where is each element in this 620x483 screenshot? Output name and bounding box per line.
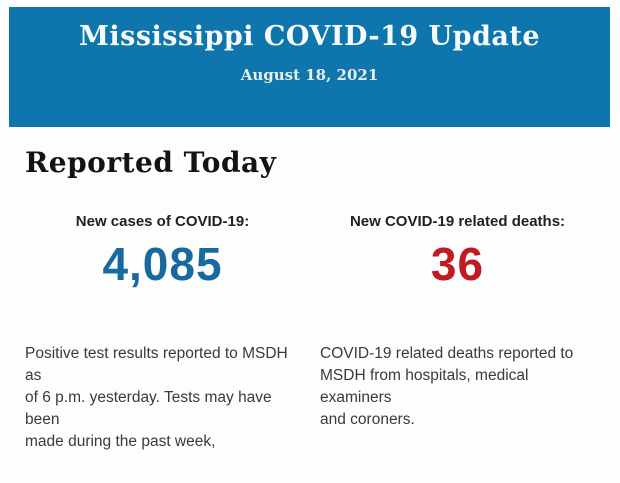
deaths-description: COVID-19 related deaths reported to MSDH… — [320, 345, 574, 428]
cases-count: 4,085 — [102, 238, 223, 290]
deaths-count: 36 — [430, 238, 485, 290]
banner-title: Mississippi COVID-19 Update — [78, 21, 541, 52]
stats-row: New cases of COVID-19: 4,085 Positive te… — [25, 213, 595, 453]
section-title: Reported Today — [25, 146, 277, 179]
deaths-column: New COVID-19 related deaths: 36 COVID-19… — [320, 213, 595, 453]
header-banner: Mississippi COVID-19 Update August 18, 2… — [9, 7, 610, 127]
cases-column: New cases of COVID-19: 4,085 Positive te… — [25, 213, 300, 453]
banner-date: August 18, 2021 — [240, 66, 379, 84]
deaths-label: New COVID-19 related deaths: — [349, 213, 566, 230]
cases-description: Positive test results reported to MSDH a… — [25, 345, 288, 450]
cases-label: New cases of COVID-19: — [75, 213, 250, 230]
